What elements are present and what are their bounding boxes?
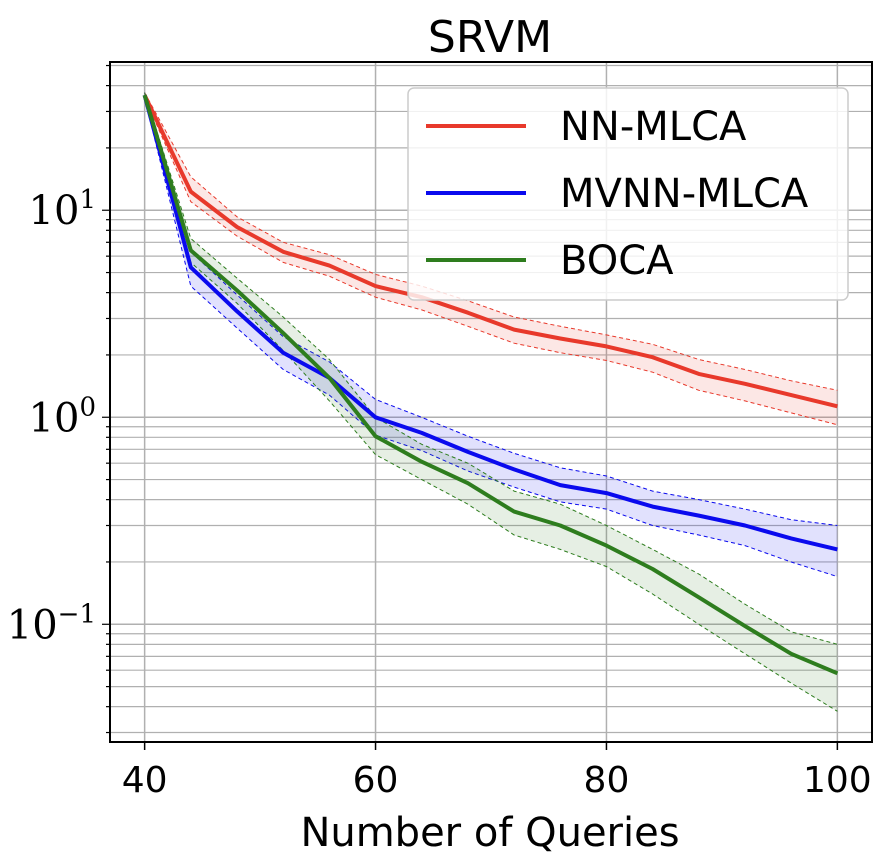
upper-bound-line [144,92,838,645]
chart-title: SRVM [428,12,552,63]
x-tick-label: 40 [122,760,168,801]
series-line [142,94,839,676]
legend-label: NN-MLCA [560,104,747,150]
y-tick-exponent: 0 [79,392,96,422]
confidence-band [144,92,838,712]
y-tick-exponent: 1 [79,185,96,215]
series-line [142,94,838,409]
lower-bound-line [144,97,838,426]
y-tick-base: 10 [29,395,80,441]
confidence-bands [144,92,838,712]
legend-label: BOCA [560,238,674,284]
upper-bound-line [144,92,838,391]
series-lines [142,94,839,676]
legend: NN-MLCA MVNN-MLCA BOCA [407,87,849,301]
series-line [142,94,838,552]
y-tick-label: 101 [29,185,96,234]
lower-bound-line [144,97,838,712]
y-tick-label: 100 [29,392,96,441]
y-tick-base: 10 [29,188,80,234]
legend-box [407,87,849,301]
y-tick-label: 10−1 [7,599,96,648]
y-tick-exponent: −1 [58,599,96,629]
upper-bound-line [144,92,838,526]
x-tick-label: 60 [353,760,399,801]
x-tick-label: 100 [803,760,872,801]
x-axis-label: Number of Queries [300,810,679,856]
lower-bound-line [144,97,838,578]
plot-frame [109,61,873,743]
confidence-band [144,92,838,577]
y-tick-base: 10 [7,602,58,648]
confidence-band [144,92,838,425]
x-tick-label: 80 [584,760,630,801]
legend-label: MVNN-MLCA [560,171,809,217]
